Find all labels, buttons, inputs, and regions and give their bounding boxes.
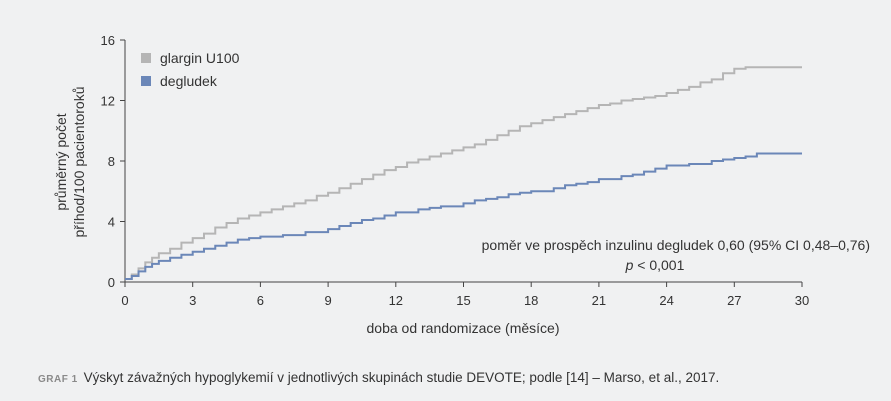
caption-text: Výskyt závažných hypoglykemií v jednotli… [83, 370, 720, 385]
figure-caption: GRAF 1 Výskyt závažných hypoglykemií v je… [38, 370, 719, 385]
x-tick-label: 27 [727, 293, 741, 308]
legend-swatch-degludek [141, 76, 151, 86]
x-axis-title: doba od randomizace (měsíce) [367, 320, 560, 336]
x-tick-label: 6 [257, 293, 264, 308]
y-axis-title-line1: průměrný počet [53, 113, 69, 210]
axes: 0 4 8 12 16 0 3 6 9 12 15 18 21 24 27 30 [101, 33, 810, 308]
y-axis-title-line2: příhod/100 pacientoroků [71, 87, 87, 238]
x-tick-label: 9 [324, 293, 331, 308]
y-tick-label: 0 [108, 275, 115, 290]
x-tick-label: 21 [592, 293, 606, 308]
line-chart: 0 4 8 12 16 0 3 6 9 12 15 18 21 24 27 30 glargin U100 d… [53, 33, 870, 336]
annotation-hazard-ratio: poměr ve prospěch inzulinu degludek 0,60… [482, 237, 870, 253]
series-layer [125, 66, 802, 280]
legend-label-glargin: glargin U100 [160, 50, 240, 66]
x-tick-label: 30 [795, 293, 809, 308]
x-tick-label: 12 [389, 293, 403, 308]
annotation-p-value: p < 0,001 [625, 257, 685, 273]
legend-swatch-glargin [141, 53, 151, 63]
x-tick-label: 24 [659, 293, 673, 308]
annotation-p-rest: < 0,001 [633, 257, 684, 273]
x-tick-label: 18 [524, 293, 538, 308]
series-line-degludek [125, 152, 802, 280]
caption-label: GRAF 1 [38, 374, 78, 385]
y-tick-label: 8 [108, 154, 115, 169]
legend: glargin U100 degludek [141, 50, 240, 89]
x-tick-label: 3 [189, 293, 196, 308]
y-tick-label: 16 [101, 33, 115, 48]
y-tick-label: 4 [108, 215, 115, 230]
series-line-glargin [125, 66, 802, 280]
legend-label-degludek: degludek [160, 73, 218, 89]
x-tick-label: 0 [121, 293, 128, 308]
x-tick-label: 15 [456, 293, 470, 308]
y-tick-label: 12 [101, 94, 115, 109]
annotation-p-symbol: p [625, 257, 634, 273]
